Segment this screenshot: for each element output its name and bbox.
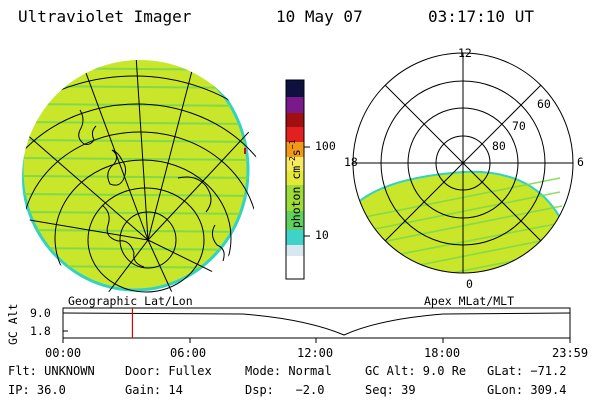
- time-tick-0000: 00:00: [45, 346, 82, 360]
- right-panel-caption: Apex MLat/MLT: [424, 294, 515, 308]
- info-dsp: Dsp: −2.0: [245, 383, 325, 397]
- instrument-title: Ultraviolet Imager: [18, 7, 192, 26]
- colorbar-tick-100: 100: [315, 139, 336, 153]
- time-tick-0600: 06:00: [170, 346, 207, 360]
- unit-mid: s: [288, 149, 303, 157]
- colorbar-tick-10: 10: [315, 228, 329, 242]
- altitude-plot: [62, 307, 571, 343]
- info-ip: IP: 36.0: [8, 383, 66, 397]
- altitude-ylabel: GC Alt: [6, 303, 20, 345]
- unit-base: photon cm: [288, 165, 303, 229]
- mlt-6-label: 6: [577, 155, 584, 169]
- colorbar-unit-label: photon cm−2s−1: [277, 139, 303, 242]
- lat-70-label: 70: [512, 119, 526, 133]
- date-label: 10 May 07: [276, 7, 363, 26]
- info-seq: Seq: 39: [365, 383, 416, 397]
- mlt-12-label: 12: [458, 46, 472, 60]
- unit-exp-1: −2: [287, 156, 297, 166]
- info-glon: GLon: 309.4: [487, 383, 567, 397]
- lat-60-label: 60: [537, 97, 551, 111]
- mlt-18-label: 18: [344, 155, 358, 169]
- info-gain: Gain: 14: [125, 383, 183, 397]
- info-gc-alt: GC Alt: 9.0 Re: [365, 364, 467, 378]
- info-door: Door: Fullex: [125, 364, 212, 378]
- info-flt: Flt: UNKNOWN: [8, 364, 95, 378]
- left-panel-caption: Geographic Lat/Lon: [68, 294, 193, 308]
- time-tick-2359: 23:59: [552, 346, 589, 360]
- time-label: 03:17:10 UT: [428, 7, 534, 26]
- time-tick-1200: 12:00: [297, 346, 334, 360]
- unit-exp-2: −1: [287, 139, 297, 150]
- altitude-ytick-9: 9.0: [30, 306, 51, 320]
- lat-80-label: 80: [492, 139, 506, 153]
- altitude-curve: [62, 312, 571, 336]
- info-mode: Mode: Normal: [245, 364, 332, 378]
- colorbar: [285, 79, 310, 280]
- polar-grid: [352, 52, 574, 274]
- mlt-0-label: 0: [466, 277, 473, 291]
- info-glat: GLat: −71.2: [487, 364, 567, 378]
- altitude-ytick-1-8: 1.8: [30, 324, 51, 338]
- time-tick-1800: 18:00: [424, 346, 461, 360]
